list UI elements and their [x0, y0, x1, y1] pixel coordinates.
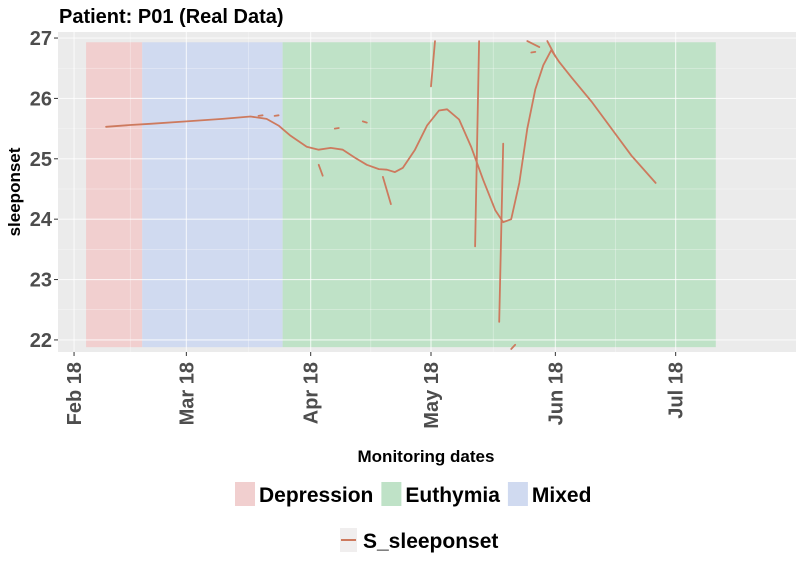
legend-key-euthymia: [381, 482, 402, 506]
series-line-s_sleeponset: [317, 163, 324, 177]
phase-regions: [86, 42, 716, 348]
y-tick-label: 27: [30, 28, 52, 50]
series-line-s_sleeponset: [530, 51, 537, 54]
y-tick-label: 23: [30, 270, 52, 292]
legend-key-depression: [235, 482, 255, 506]
series-lines: [105, 40, 657, 350]
region-depression: [86, 42, 143, 348]
y-tick-label: 24: [30, 209, 53, 231]
region-mixed: [142, 42, 283, 348]
series-line-s_sleeponset: [510, 343, 517, 350]
y-axis-label: sleeponset: [5, 147, 24, 236]
y-tick-label: 22: [30, 330, 52, 352]
legend-label-depression: Depression: [259, 484, 373, 507]
series-line-s_sleeponset: [498, 142, 505, 323]
legend-key-mixed: [507, 482, 528, 506]
series-line-s_sleeponset: [333, 127, 340, 130]
legend-label-s_sleeponset: S_sleeponset: [363, 530, 498, 553]
y-tick-label: 25: [30, 149, 52, 171]
chart-title: Patient: P01 (Real Data): [59, 6, 284, 28]
y-tick-label: 26: [30, 88, 52, 110]
x-tick-label: Jun 18: [545, 362, 567, 425]
x-axis-ticks: Feb 18 Mar 18 Apr 18 May 18 Jun 18 Jul 18: [64, 352, 688, 429]
series-line-s_sleeponset: [474, 40, 481, 248]
x-tick-label: Apr 18: [301, 362, 323, 424]
x-axis-label: Monitoring dates: [358, 447, 495, 466]
x-tick-label: Feb 18: [64, 362, 86, 425]
y-axis-ticks: 22 23 24 25 26 27: [30, 28, 58, 352]
grid-lines: [58, 32, 796, 352]
x-tick-label: May 18: [421, 362, 443, 429]
series-line-s_sleeponset: [273, 114, 280, 117]
x-tick-label: Mar 18: [176, 362, 198, 425]
series-line-s_sleeponset: [105, 49, 657, 224]
series-line-s_sleeponset: [257, 114, 264, 117]
series-line-s_sleeponset: [361, 120, 368, 124]
legend-regions: Depression Euthymia Mixed: [235, 482, 591, 507]
legend-label-mixed: Mixed: [532, 484, 592, 507]
series-line-s_sleeponset: [430, 40, 436, 88]
legend-label-euthymia: Euthymia: [405, 484, 500, 507]
legend-lines: S_sleeponset: [340, 528, 498, 553]
x-tick-label: Jul 18: [666, 362, 688, 419]
series-line-s_sleeponset: [546, 40, 557, 58]
series-line-s_sleeponset: [526, 40, 541, 48]
series-line-s_sleeponset: [381, 175, 392, 206]
